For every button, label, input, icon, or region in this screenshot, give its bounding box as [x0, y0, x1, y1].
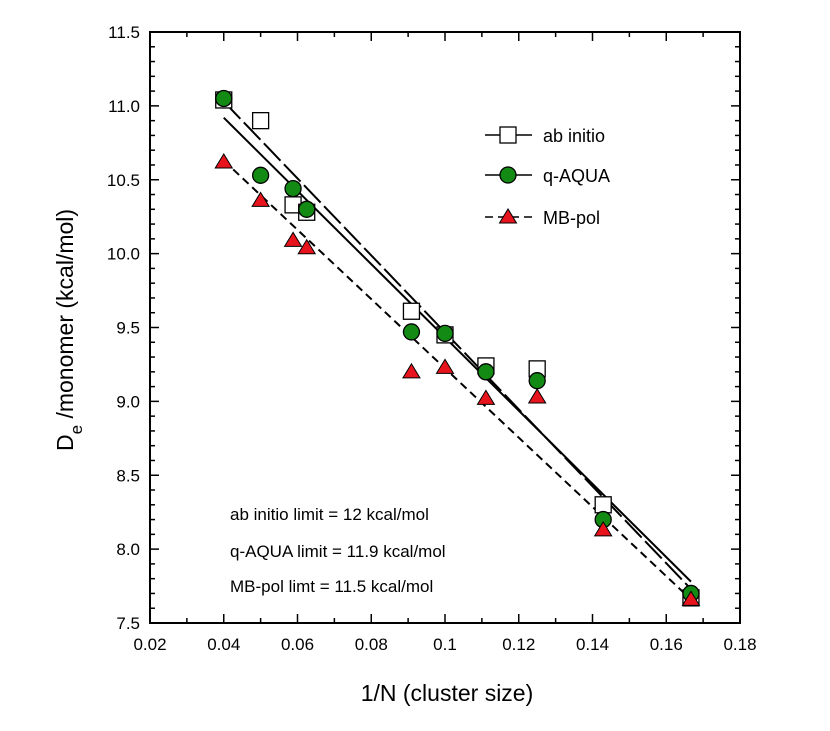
data-point: [681, 590, 701, 606]
legend-label: ab initio: [543, 126, 605, 146]
data-point: [284, 179, 302, 198]
x-tick-label: 0.18: [723, 635, 756, 654]
data-point: [593, 520, 613, 537]
legend-label: q-AQUA: [543, 166, 610, 186]
data-point: [298, 200, 316, 218]
data-point: [527, 387, 547, 404]
data-point: [215, 89, 233, 108]
y-tick-label: 8.5: [116, 466, 140, 485]
data-point: [283, 231, 303, 247]
annotations: ab initio limit = 12 kcal/mol q-AQUA limi…: [230, 505, 446, 596]
data-point: [297, 238, 317, 255]
y-axis-title-sub: e: [67, 425, 86, 434]
y-tick-label: 9.0: [116, 392, 140, 411]
data-point: [251, 112, 270, 130]
data-point: [402, 302, 421, 320]
y-axis-title-rest: /monomer (kcal/mol): [52, 209, 78, 425]
annotation-text: q-AQUA limit = 11.9 kcal/mol: [230, 542, 446, 561]
data-point: [435, 358, 455, 374]
data-point: [476, 389, 496, 405]
y-tick-label: 10.0: [107, 245, 140, 264]
data-point: [251, 166, 270, 184]
y-tick-label: 11.0: [108, 97, 140, 116]
y-axis-title-main: D: [52, 434, 78, 451]
x-tick-label: 0.12: [502, 635, 535, 654]
annotation-text: ab initio limit = 12 kcal/mol: [230, 505, 429, 524]
data-point: [251, 191, 271, 207]
fit-lines: [223, 100, 692, 601]
data-point: [436, 324, 454, 343]
x-axis-title: 1/N (cluster size): [361, 680, 534, 706]
data-point: [594, 496, 612, 514]
legend-marker: [499, 126, 517, 144]
legend-label: MB-pol: [543, 208, 600, 228]
legend-marker: [499, 166, 517, 184]
legend: ab initio q-AQUA MB-pol: [485, 126, 610, 228]
fit-line: [223, 100, 692, 590]
data-point: [214, 153, 234, 169]
data-point: [402, 362, 421, 379]
fit-line: [223, 116, 692, 583]
fit-line: [223, 159, 692, 601]
y-tick-label: 11.5: [108, 23, 140, 42]
x-tick-label: 0.16: [650, 635, 683, 654]
x-tick-label: 0.1: [433, 635, 457, 654]
data-point: [528, 372, 546, 390]
y-tick-label: 10.5: [107, 171, 140, 190]
y-axis-title: De /monomer (kcal/mol): [52, 209, 86, 451]
x-tick-label: 0.06: [281, 635, 314, 654]
legend-marker: [498, 208, 518, 224]
data-point: [402, 323, 421, 341]
axis-ticks: 7.5 8.0 8.5 9.0 9.5 10.0 10.5 11.0 11.5 0.02 0.04 0…: [107, 23, 757, 654]
data-point: [477, 363, 495, 381]
x-tick-label: 0.08: [355, 635, 388, 654]
x-tick-label: 0.02: [133, 635, 166, 654]
annotation-text: MB-pol limt = 11.5 kcal/mol: [230, 577, 433, 596]
y-tick-label: 7.5: [116, 614, 140, 633]
y-tick-label: 8.0: [116, 540, 140, 559]
y-tick-label: 9.5: [116, 319, 140, 338]
x-tick-label: 0.14: [576, 635, 609, 654]
data-markers: [214, 89, 701, 607]
x-tick-label: 0.04: [207, 635, 240, 654]
